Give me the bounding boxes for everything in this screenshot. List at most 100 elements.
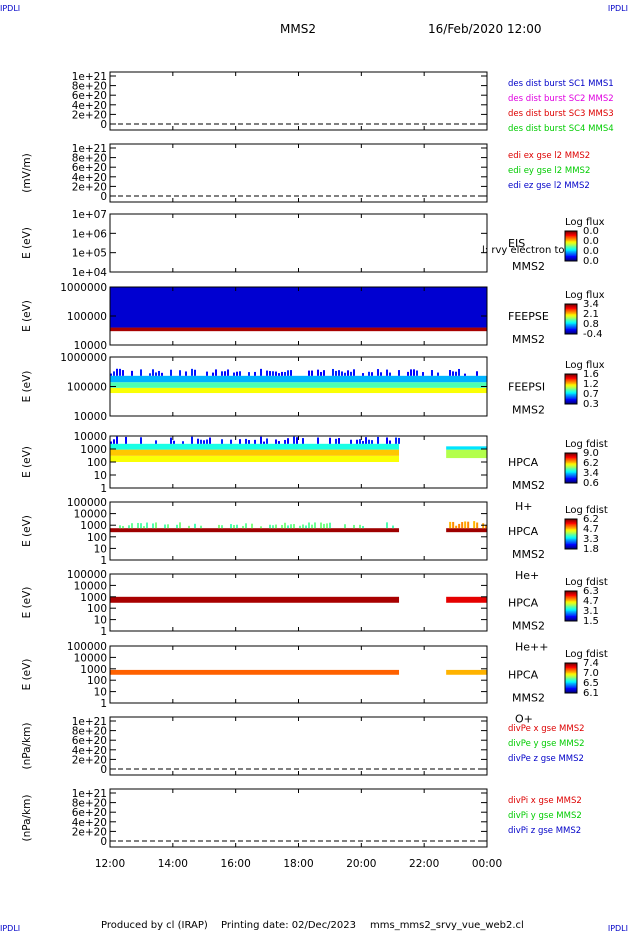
panel-3-colorbar-step	[565, 248, 577, 251]
panel-6-colorbar-tick: 6.2	[583, 458, 599, 469]
panel-6-colorbar-frame	[564, 452, 578, 484]
panel-6-band-3-speck	[170, 437, 172, 444]
panel-6-colorbar-step	[565, 473, 577, 475]
panel-8-colorbar-tick: 3.1	[583, 606, 599, 617]
panel-2-ytick-label: 6e+20	[72, 162, 107, 174]
panel-6-colorbar-step	[565, 459, 577, 461]
panel-7-ytick-label: 100000	[67, 497, 107, 509]
panel-6-band-3-speck	[278, 441, 280, 444]
panel-4-colorbar-step	[565, 309, 577, 311]
panel-5-colorbar-step	[565, 385, 577, 387]
panel-4-colorbar-step	[565, 321, 577, 324]
panel-9-ytick-label: 1000	[80, 664, 107, 676]
panel-6-colorbar-step	[565, 471, 577, 474]
panel-7-colorbar-step	[565, 535, 577, 537]
panel-7-colorbar-step	[565, 521, 577, 524]
panel-7-colorbar-step	[565, 520, 577, 522]
panel-8-colorbar-step	[565, 598, 577, 601]
panel-10-frame	[109, 716, 488, 776]
panel-4-band-0	[110, 327, 487, 332]
panel-2-legend-3: edi ez gse l2 MMS2	[508, 181, 590, 191]
panel-5-band-3-speck	[152, 369, 154, 376]
panel-3-colorbar-frame	[564, 230, 578, 262]
panel-7-colorbar-step	[565, 540, 577, 542]
panel-3-colorbar-step	[565, 251, 577, 253]
panel-11-ytick-label: 0	[100, 836, 107, 848]
panel-6-species: H+	[515, 500, 533, 513]
panel-6-colorbar-step	[565, 465, 577, 468]
panel-3-colorbar-step	[565, 237, 577, 239]
panel-7-band-3-speck	[467, 521, 470, 529]
panel-1-legend-1: des dist burst SC1 MMS1	[508, 79, 614, 89]
panel-5-band-3-speck	[194, 369, 196, 376]
panel-4-colorbar-tick: 2.1	[583, 309, 599, 320]
panel-6-band-3-speck	[296, 437, 298, 444]
panel-3-overlay: l: rvy electron to	[482, 245, 565, 256]
panel-4-colorbar-step	[565, 329, 577, 331]
panel-4-colorbar-step	[565, 325, 577, 327]
panel-8-species: He++	[515, 641, 548, 654]
panel-5-band-3-speck	[320, 371, 322, 376]
panel-7-colorbar-step	[565, 544, 577, 546]
panel-4-colorbar-step	[565, 311, 577, 314]
panel-5-band-3-speck	[275, 371, 277, 376]
panel-7-band-1-speck	[323, 523, 325, 529]
panel-7-band-0	[110, 528, 400, 533]
panel-5-band-3-speck	[116, 368, 118, 376]
panel-6-band-3-speck	[239, 439, 241, 444]
panel-7-colorbar-step	[565, 539, 577, 541]
panel-8-colorbar-step	[565, 597, 577, 599]
panel-3-colorbar-step	[565, 258, 577, 261]
panel-6-band-3-speck	[245, 438, 247, 444]
panel-5-spacecraft: MMS2	[512, 404, 545, 417]
panel-5-band-3-speck	[386, 369, 388, 376]
panel-5-band-1	[110, 382, 487, 388]
panel-5-band-3-speck	[347, 370, 349, 376]
corner-label-top-left: IPDLI	[0, 4, 21, 13]
panel-8-colorbar-step	[565, 592, 577, 594]
panel-7-colorbar-tick: 3.3	[583, 534, 599, 545]
panel-6-band-3-speck	[371, 440, 373, 444]
panel-7-band-3-speck	[464, 521, 467, 529]
panel-6-band-3-speck	[206, 439, 208, 444]
panel-5-colorbar-step	[565, 374, 577, 376]
panel-9-colorbar-step	[565, 683, 577, 685]
panel-8-colorbar-step	[565, 616, 577, 618]
panel-7-band-1-speck	[137, 522, 139, 529]
panel-7-colorbar-tick: 1.8	[583, 544, 599, 555]
panel-6-band-1	[110, 449, 400, 456]
panel-5-band-3-speck	[413, 369, 415, 376]
panel-1-ytick-label: 8e+20	[72, 81, 107, 93]
panel-8-colorbar-tick: 6.3	[583, 586, 599, 597]
x-axis-tick-label: 16:00	[221, 858, 251, 870]
panel-5-band-3-speck	[272, 371, 274, 376]
panel-4-colorbar-tick: -0.4	[583, 329, 603, 340]
panel-7-ylabel: E (eV)	[21, 515, 33, 547]
panel-6-colorbar-step	[565, 464, 577, 466]
panel-9-ytick-label: 10	[94, 687, 107, 699]
panel-8-ytick-label: 10	[94, 615, 107, 627]
panel-7-band-1-speck	[143, 526, 145, 529]
panel-7-band-1-speck	[236, 524, 238, 529]
plot-date: 16/Feb/2020 12:00	[428, 22, 542, 36]
panel-4-colorbar-step	[565, 331, 577, 334]
panel-4-ylabel: E (eV)	[21, 300, 33, 332]
panel-5-band-3-speck	[248, 372, 250, 376]
panel-7-band-1-speck	[329, 522, 331, 529]
panel-5-band-3-speck	[215, 369, 217, 376]
panel-5-band-3-speck	[377, 369, 379, 376]
panel-5-band-3-speck	[476, 371, 478, 376]
panel-4-colorbar-frame	[564, 303, 578, 335]
panel-5-band-3-speck	[269, 371, 271, 376]
panel-11-ytick-label: 4e+20	[72, 817, 107, 829]
panel-5-band-3-speck	[179, 370, 181, 376]
panel-7-band-1-speck	[302, 524, 304, 529]
panel-8-colorbar-step	[565, 601, 577, 603]
panel-4-colorbar-title: Log flux	[565, 290, 605, 301]
panel-6-band-3-speck	[293, 436, 295, 444]
panel-5-ylabel: E (eV)	[21, 371, 33, 403]
panel-7-instrument: HPCA	[508, 525, 539, 538]
panel-9-colorbar-step	[565, 679, 577, 681]
panel-6-band-3-speck	[395, 437, 397, 444]
panel-9-colorbar-step	[565, 685, 577, 688]
